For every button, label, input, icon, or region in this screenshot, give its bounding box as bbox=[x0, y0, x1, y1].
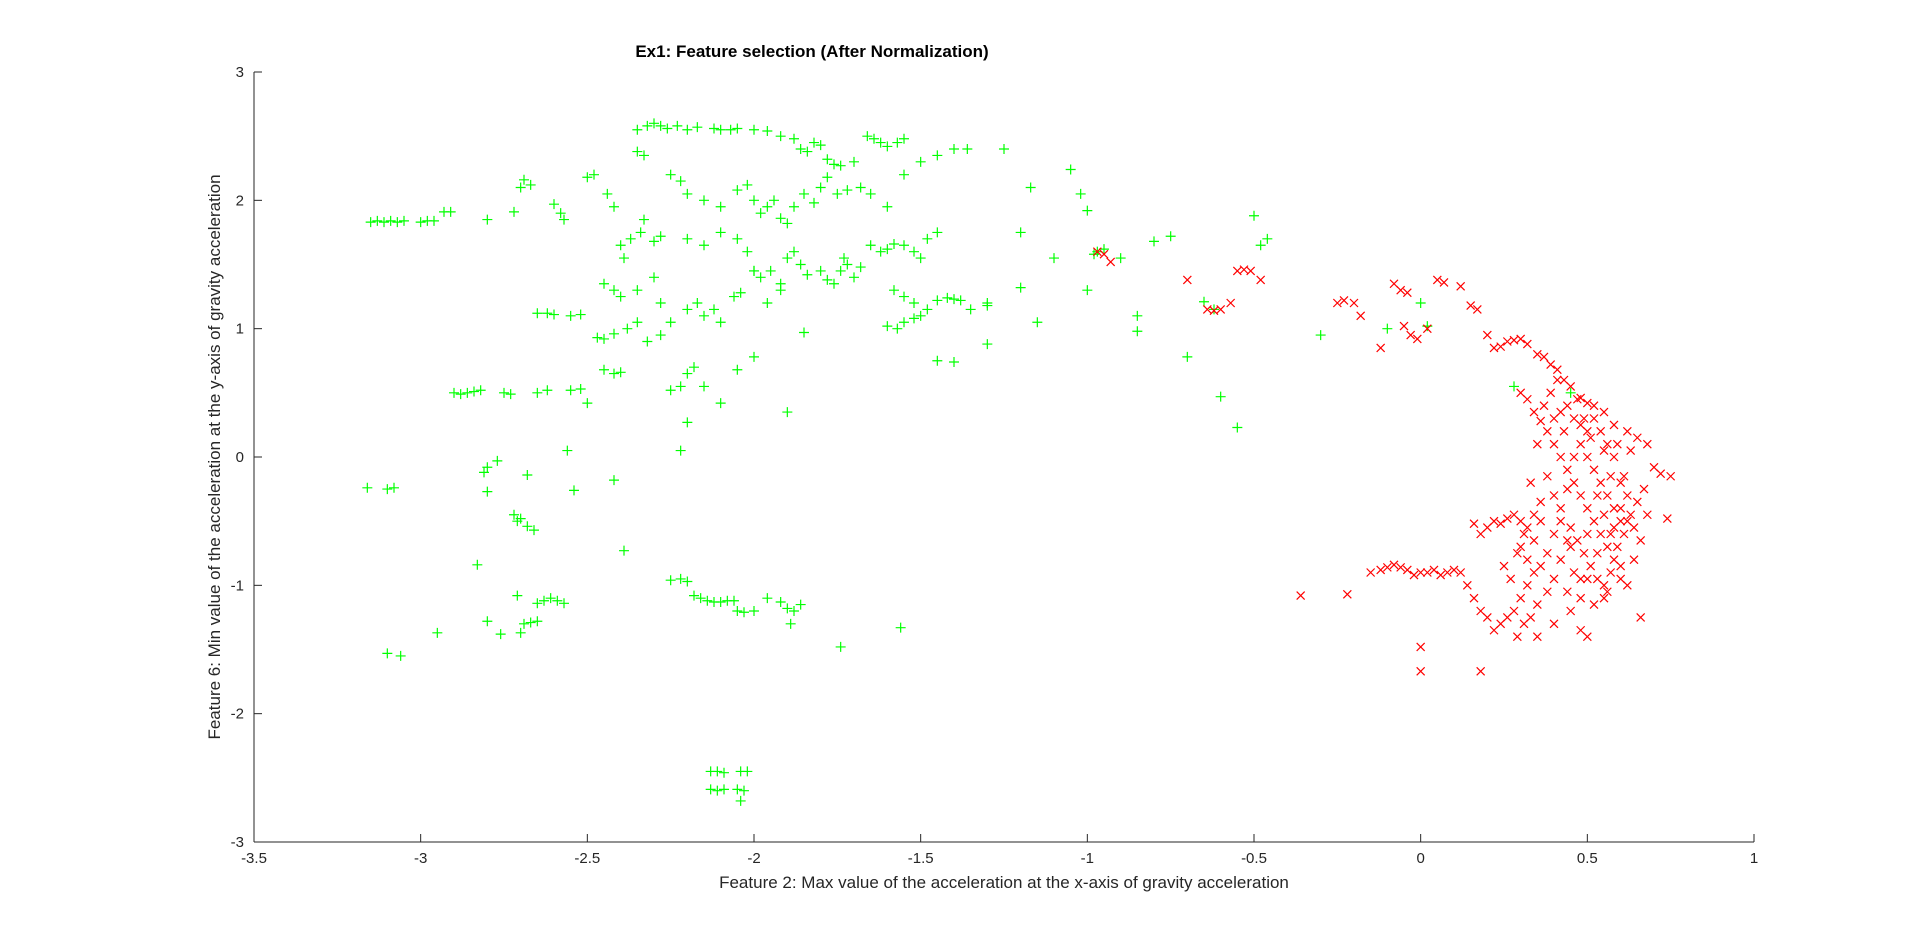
x-tick-label: -2 bbox=[747, 850, 760, 867]
y-tick-label: 2 bbox=[236, 192, 244, 209]
y-tick-label: -1 bbox=[231, 577, 244, 594]
y-tick-label: 0 bbox=[236, 449, 244, 466]
x-axis-label: Feature 2: Max value of the acceleration… bbox=[719, 873, 1289, 892]
x-tick-label: 1 bbox=[1750, 850, 1758, 867]
x-tick-label: 0 bbox=[1416, 850, 1424, 867]
x-tick-label: -1 bbox=[1081, 850, 1094, 867]
y-axis-label: Feature 6: Min value of the acceleration… bbox=[205, 174, 224, 739]
x-tick-label: -3.5 bbox=[241, 850, 267, 867]
y-tick-label: -2 bbox=[231, 706, 244, 723]
y-tick-label: 3 bbox=[236, 64, 244, 81]
x-tick-label: -0.5 bbox=[1241, 850, 1267, 867]
chart-title: Ex1: Feature selection (After Normalizat… bbox=[635, 42, 988, 61]
y-tick-label: -3 bbox=[231, 834, 244, 851]
axes-box bbox=[254, 72, 1754, 842]
x-tick-label: -1.5 bbox=[908, 850, 934, 867]
y-tick-label: 1 bbox=[236, 321, 244, 338]
x-tick-label: 0.5 bbox=[1577, 850, 1598, 867]
plot-area bbox=[254, 72, 1754, 842]
x-tick-label: -3 bbox=[414, 850, 427, 867]
x-tick-label: -2.5 bbox=[574, 850, 600, 867]
